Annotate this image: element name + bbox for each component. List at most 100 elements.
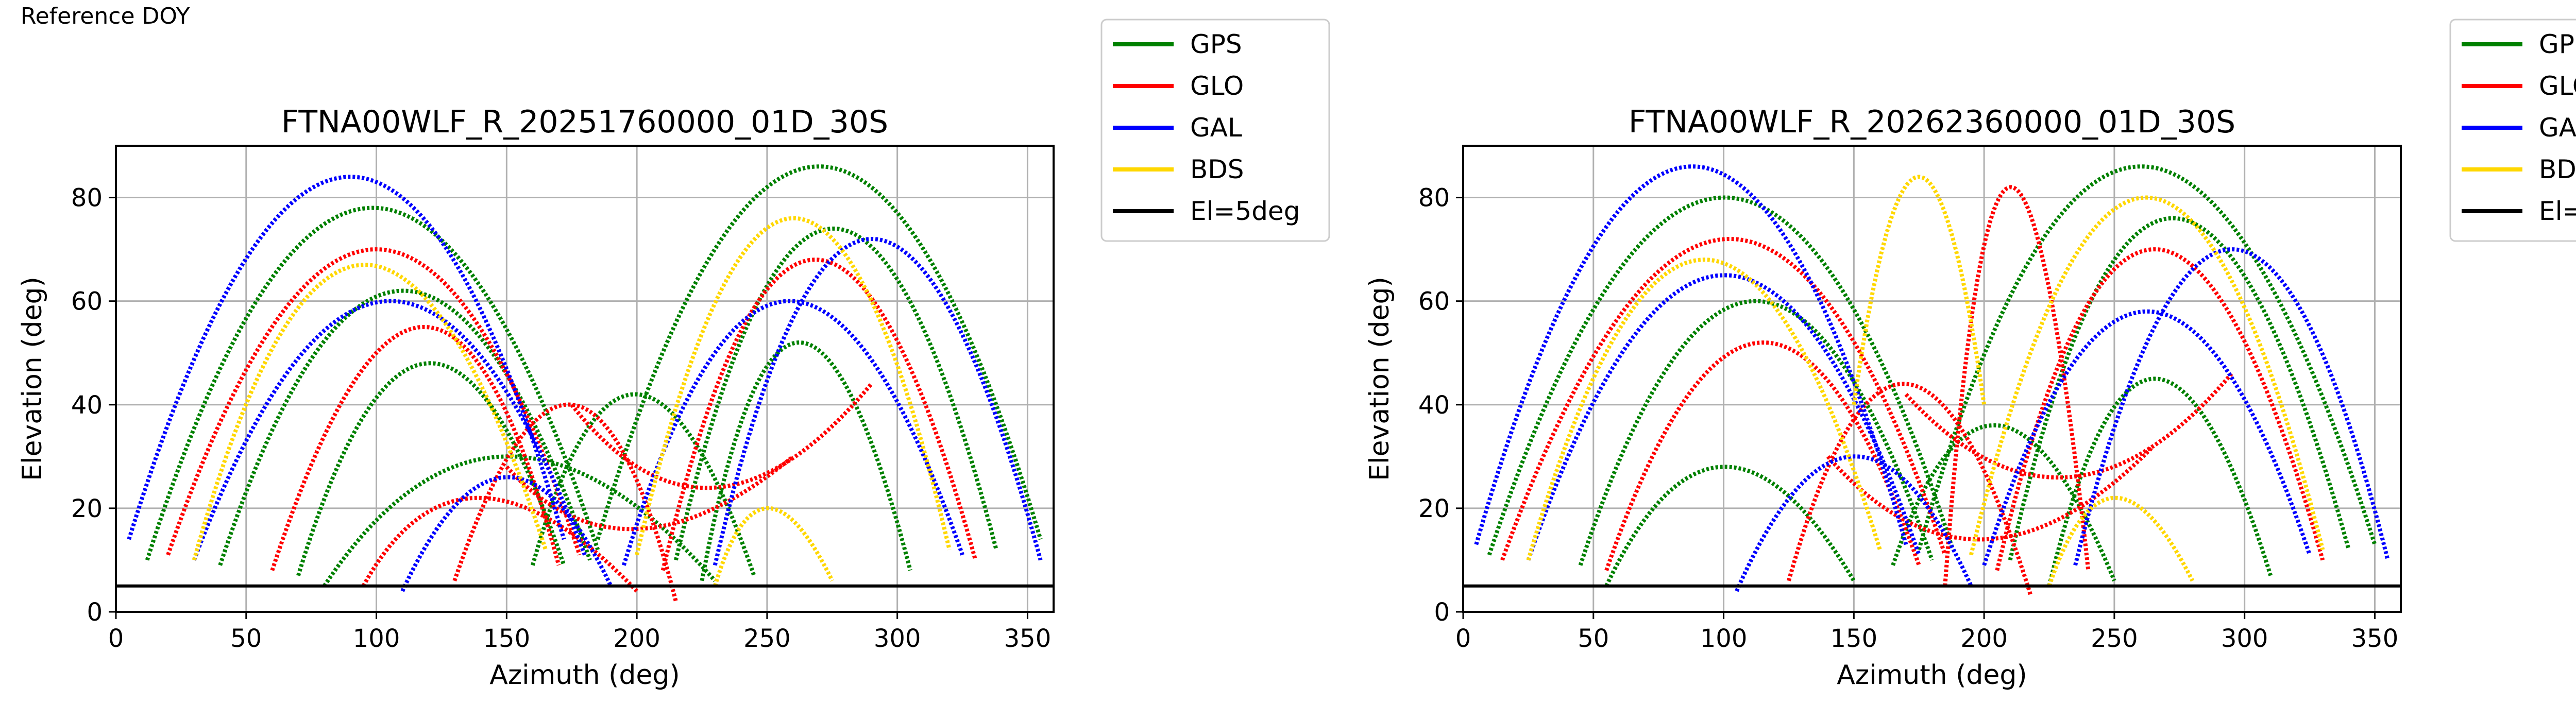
legend-label: BDS: [2539, 155, 2576, 184]
x-tick-label: 0: [108, 624, 124, 653]
x-tick-label: 200: [613, 624, 660, 653]
y-axis-label: Elevation (deg): [17, 277, 48, 481]
satellite-track-gps-4: [674, 226, 998, 561]
series-group: [127, 164, 1043, 602]
satellite-track-gal-5: [400, 475, 613, 592]
x-tick-label: 50: [1578, 624, 1609, 653]
series-gps: [145, 164, 1043, 587]
legend-label: GPS: [2539, 29, 2576, 59]
legend-label: GAL: [1190, 113, 1242, 143]
satellite-track-gal-1: [1474, 164, 1908, 545]
satellite-track-gal-3: [622, 299, 964, 566]
charts-container: 0 50 100 150 200 250 300 350020406080FTNA00WLF_…: [17, 19, 2576, 691]
legend-label: El=5deg: [1190, 196, 1300, 226]
satellite-track-gps-3: [296, 361, 566, 576]
satellite-track-gps-5: [700, 340, 912, 581]
x-tick-label: 150: [1831, 624, 1878, 653]
satellite-track-bds-2: [1852, 175, 1987, 405]
legend-box: [1100, 19, 1330, 242]
x-axis-label: Azimuth (deg): [1837, 660, 2027, 691]
series-gps: [1487, 164, 2377, 587]
series-gal: [127, 175, 1043, 592]
x-tick-label: 350: [2351, 624, 2399, 653]
satellite-track-bds-1: [1526, 258, 1882, 561]
satellite-track-gps-3: [2008, 216, 2351, 561]
series-group: [1474, 164, 2390, 597]
satellite-track-glo-6: [570, 383, 873, 490]
y-axis-label: Elevation (deg): [1364, 277, 1395, 481]
series-bds: [192, 216, 952, 587]
y-tick-label: 40: [1418, 391, 1450, 420]
series-gal: [1474, 164, 2390, 592]
satellite-track-gps-4: [2047, 376, 2273, 587]
legend-label: BDS: [1190, 155, 1244, 184]
satellite-track-glo-7: [361, 495, 639, 593]
satellite-track-gal-4: [713, 237, 1043, 566]
legend-label: GAL: [2539, 113, 2576, 143]
series-glo: [166, 247, 978, 602]
satellite-track-gps-7: [1604, 465, 1856, 587]
y-tick-label: 60: [71, 287, 103, 316]
satellite-track-glo-4: [1826, 444, 2155, 542]
satellite-track-gal-2: [192, 299, 587, 561]
satellite-track-gal-5: [1735, 454, 1973, 592]
legend: GPS GLO GAL BDS El=5deg: [1100, 19, 1330, 242]
satellite-track-gal-4: [2073, 247, 2390, 566]
satellite-track-glo-2: [1604, 340, 1921, 571]
satellite-track-bds-3: [713, 506, 834, 587]
satellite-track-bds-2: [635, 216, 952, 556]
y-tick-label: 80: [1418, 184, 1450, 213]
x-tick-label: 200: [1960, 624, 2008, 653]
y-tick-label: 60: [1418, 287, 1450, 316]
series-bds: [1526, 175, 2325, 587]
x-tick-label: 100: [353, 624, 400, 653]
satellite-track-gal-2: [1526, 273, 1921, 561]
reference-doy-label: Reference DOY: [21, 3, 190, 29]
legend-box: [2449, 19, 2576, 242]
satellite-track-glo-3: [660, 258, 978, 571]
y-tick-label: 40: [71, 391, 103, 420]
y-tick-label: 20: [1418, 494, 1450, 523]
satellite-track-gps-1: [145, 205, 600, 561]
y-tick-label: 20: [71, 494, 103, 523]
y-tick-label: 0: [87, 598, 103, 627]
x-tick-label: 300: [2221, 624, 2268, 653]
legend-label: GLO: [2539, 71, 2576, 101]
chart-1: 0 50 100 150 200 250 300 350 0 20 40 60 80 FTNA00WLF_…: [17, 19, 1330, 691]
x-axis-label: Azimuth (deg): [489, 660, 680, 691]
satellite-track-gps-6: [596, 164, 1043, 540]
chart-title: FTNA00WLF_R_20262360000_01D_30S: [1629, 104, 2235, 140]
y-tick-label: 0: [1434, 598, 1450, 627]
satellite-track-gps-2: [1578, 299, 1934, 566]
satellite-track-bds-4: [2047, 495, 2195, 587]
series-glo: [1500, 185, 2325, 597]
satellite-track-gps-7: [531, 392, 756, 576]
chart-title: FTNA00WLF_R_20251760000_01D_30S: [281, 104, 888, 140]
legend-label: GPS: [1190, 29, 1242, 59]
x-tick-label: 150: [483, 624, 531, 653]
legend: GPS GLO GAL BDS El=5deg: [2449, 19, 2576, 242]
satellite-track-bds-3: [1969, 195, 2325, 556]
legend-label: El=5deg: [2539, 196, 2576, 226]
x-tick-label: 50: [230, 624, 262, 653]
satellite-track-bds-1: [192, 263, 548, 561]
x-tick-label: 0: [1455, 624, 1471, 653]
plot-frame: [115, 145, 1055, 613]
satellite-track-gps-1: [1487, 195, 1955, 556]
x-tick-label: 250: [743, 624, 791, 653]
legend-label: GLO: [1190, 71, 1244, 101]
satellite-track-glo-3: [1995, 247, 2325, 571]
satellite-track-glo-5: [1787, 382, 2033, 597]
plot-frame: [1462, 145, 2402, 613]
satellite-track-gps-5: [1917, 164, 2377, 551]
satellite-track-glo-6: [1904, 372, 2233, 480]
satellite-track-glo-2: [270, 325, 561, 571]
x-tick-label: 250: [2091, 624, 2138, 653]
satellite-track-glo-7: [1943, 185, 2091, 587]
y-tick-label: 80: [71, 184, 103, 213]
satellite-track-gal-1: [127, 175, 566, 540]
satellite-track-glo-1: [166, 247, 582, 556]
chart-2: 0 50 100 150 200 250 300 350 0 20 40 60 80 FTNA00WLF_…: [1364, 19, 2576, 691]
x-tick-label: 300: [874, 624, 921, 653]
